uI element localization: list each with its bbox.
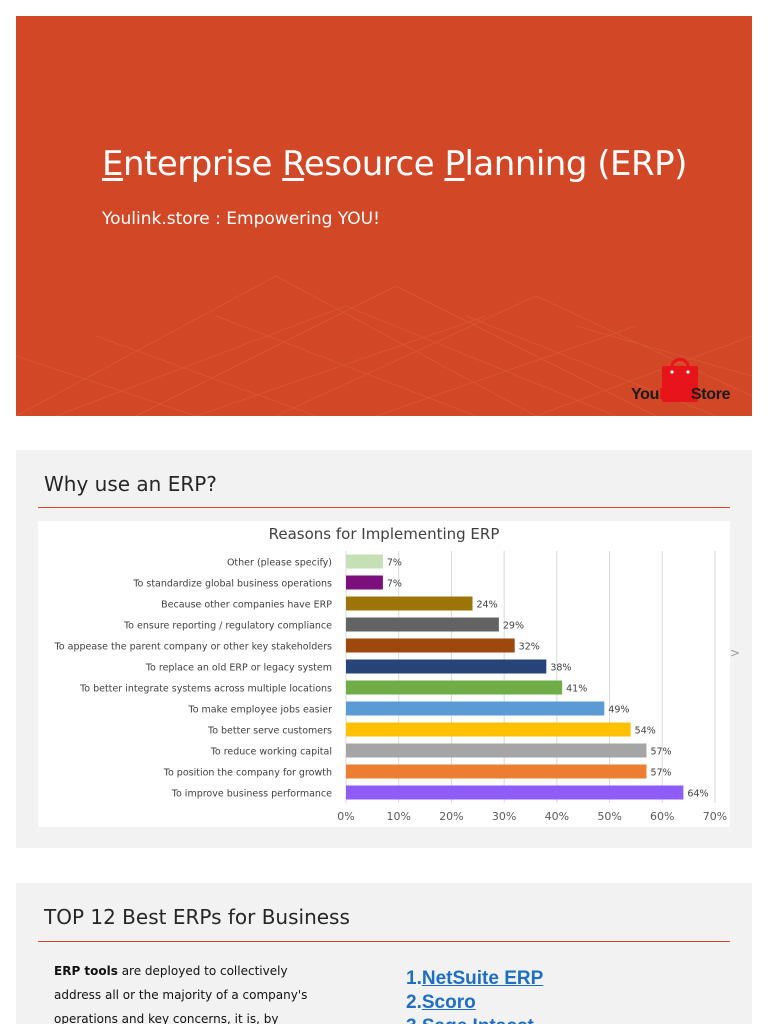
why-erp-slide[interactable]: Why use an ERP? Reasons for Implementing… <box>16 450 752 848</box>
value-label: 24% <box>477 600 498 611</box>
erp-link[interactable]: NetSuite ERP <box>421 968 544 989</box>
value-label: 38% <box>550 663 571 674</box>
x-tick-label: 10% <box>386 810 410 823</box>
bar <box>346 680 563 695</box>
category-label: To better integrate systems across multi… <box>79 684 332 695</box>
value-label: 41% <box>566 684 587 695</box>
erp-list-item[interactable]: 2.Scoro <box>406 992 476 1013</box>
bar <box>346 554 383 569</box>
category-label: To replace an old ERP or legacy system <box>145 663 332 674</box>
category-label: To reduce working capital <box>210 747 332 758</box>
x-tick-label: 50% <box>597 810 621 823</box>
x-tick-label: 0% <box>337 810 354 823</box>
x-tick-label: 30% <box>492 810 516 823</box>
chart-bars <box>346 554 684 800</box>
title-slide[interactable]: Enterprise Resource Planning (ERP) Youli… <box>16 16 752 416</box>
value-label: 54% <box>635 726 656 737</box>
logo-text: YouLinkStore <box>631 386 731 403</box>
slide-heading: Why use an ERP? <box>44 472 217 496</box>
value-label: 7% <box>387 579 402 590</box>
value-label: 57% <box>650 768 671 779</box>
erp-list: 1.NetSuite ERP 2.Scoro 3.Sage Intacct <box>406 967 543 1024</box>
category-label: To standardize global business operation… <box>132 579 332 590</box>
bar <box>346 575 383 590</box>
heading-divider <box>38 941 730 942</box>
value-label: 32% <box>519 642 540 653</box>
category-label: To make employee jobs easier <box>188 705 333 716</box>
x-tick-label: 20% <box>439 810 463 823</box>
background-pattern <box>16 275 752 416</box>
chart-title: Reasons for Implementing ERP <box>269 525 500 543</box>
erp-reasons-chart: Reasons for Implementing ERP 0% 10% 20% 30%… <box>38 521 730 827</box>
category-label: To improve business performance <box>171 789 332 800</box>
bar <box>346 764 647 779</box>
bar <box>346 638 515 653</box>
erp-list-item[interactable]: 1.NetSuite ERP <box>406 968 544 989</box>
top-erps-slide[interactable]: TOP 12 Best ERPs for Business ERP tools … <box>16 883 752 1024</box>
youlink-store-logo: YouLinkStore <box>628 349 748 409</box>
value-label: 7% <box>387 558 402 569</box>
bar <box>346 743 647 758</box>
slide-subtitle: Youlink.store : Empowering YOU! <box>102 209 380 229</box>
category-label: To better serve customers <box>207 726 332 737</box>
title-part-2: Resource <box>282 144 445 184</box>
category-label: To appease the parent company or other k… <box>54 642 332 653</box>
category-label: To ensure reporting / regulatory complia… <box>123 621 332 632</box>
x-tick-label: 40% <box>545 810 569 823</box>
value-label: 64% <box>687 789 708 800</box>
title-part-1: Enterprise <box>102 144 283 184</box>
bar <box>346 596 473 611</box>
erp-link[interactable]: Sage Intacct <box>422 1016 534 1024</box>
chart-svg: Reasons for Implementing ERP 0% 10% 20% 30%… <box>54 525 728 824</box>
category-label: Other (please specify) <box>227 558 332 569</box>
bar <box>346 701 605 716</box>
x-tick-label: 60% <box>650 810 674 823</box>
bar <box>346 722 631 737</box>
erp-list-item[interactable]: 3.Sage Intacct <box>406 1015 543 1024</box>
x-tick-label: 70% <box>703 810 727 823</box>
category-label: Because other companies have ERP <box>161 600 332 611</box>
value-label: 49% <box>608 705 629 716</box>
chart-grid <box>345 551 716 803</box>
bar <box>346 617 499 632</box>
title-part-3: Planning (ERP) <box>444 144 687 184</box>
slide-heading: TOP 12 Best ERPs for Business <box>44 905 350 929</box>
erp-description: ERP tools are deployed to collectively a… <box>54 964 308 1024</box>
next-page-arrow[interactable]: > <box>730 646 741 660</box>
heading-divider <box>38 507 730 508</box>
shopping-bag-icon <box>662 358 698 402</box>
bar <box>346 785 684 800</box>
bar <box>346 659 547 674</box>
category-label: To position the company for growth <box>163 768 332 779</box>
slide-title: Enterprise Resource Planning (ERP) <box>102 144 687 184</box>
value-label: 29% <box>503 621 524 632</box>
value-label: 57% <box>650 747 671 758</box>
erp-link[interactable]: Scoro <box>421 992 476 1013</box>
chart-labels: 0% 10% 20% 30% 40% 50% 60% 70% Other (please spe… <box>54 558 728 824</box>
